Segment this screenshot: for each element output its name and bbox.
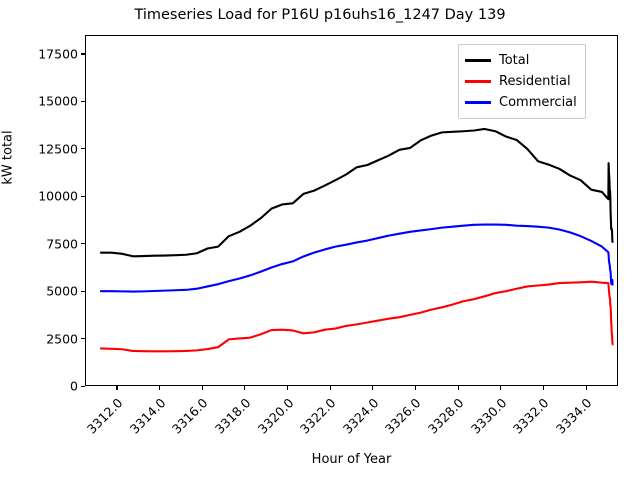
chart-legend: Total Residential Commercial xyxy=(458,44,586,119)
legend-label: Residential xyxy=(499,74,571,89)
legend-item[interactable]: Total xyxy=(465,50,577,71)
series-lines xyxy=(99,127,614,353)
y-tick-label: 2500 xyxy=(46,331,78,347)
x-tick-label: 3312.0 xyxy=(83,395,126,437)
x-tick-label: 3330.0 xyxy=(467,395,510,437)
legend-label: Total xyxy=(499,53,530,68)
y-tick-label: 12500 xyxy=(38,141,78,157)
legend-label: Commercial xyxy=(499,95,577,110)
y-tick-label: 0 xyxy=(70,378,78,394)
x-tick-label: 3314.0 xyxy=(126,395,169,437)
legend-item[interactable]: Commercial xyxy=(465,92,577,113)
x-tick-label: 3322.0 xyxy=(297,395,339,437)
chart-title: Timeseries Load for P16U p16uhs16_1247 D… xyxy=(134,7,506,23)
legend-line-icon xyxy=(465,59,491,62)
series-line-commercial xyxy=(99,223,614,293)
x-tick-label: 3318.0 xyxy=(211,395,254,437)
legend-item[interactable]: Residential xyxy=(465,71,577,92)
legend-line-icon xyxy=(465,101,491,104)
y-tick-label: 7500 xyxy=(46,236,78,252)
x-tick-label: 3328.0 xyxy=(425,395,467,437)
x-tick-label: 3320.0 xyxy=(254,395,297,437)
x-tick-label: 3326.0 xyxy=(382,395,424,437)
legend-line-icon xyxy=(465,80,491,83)
series-line-total xyxy=(99,127,614,258)
x-tick-label: 3324.0 xyxy=(339,395,382,437)
y-tick-label: 10000 xyxy=(38,188,78,204)
y-tick-label: 5000 xyxy=(46,283,78,299)
x-tick-label: 3316.0 xyxy=(169,395,211,437)
y-tick-label: 17500 xyxy=(38,46,78,62)
series-line-residential xyxy=(99,280,614,353)
y-tick-label: 15000 xyxy=(38,93,78,109)
x-tick-label: 3332.0 xyxy=(510,395,552,437)
y-axis-label: kW total xyxy=(0,130,16,185)
x-axis-label: Hour of Year xyxy=(311,452,392,467)
x-tick-label: 3334.0 xyxy=(552,395,595,437)
